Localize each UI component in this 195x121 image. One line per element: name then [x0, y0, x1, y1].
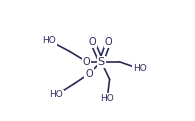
Text: O: O: [85, 69, 93, 79]
Text: S: S: [98, 57, 105, 67]
Text: O: O: [89, 37, 97, 47]
Text: O: O: [105, 37, 112, 47]
Text: O: O: [83, 57, 90, 67]
Text: HO: HO: [50, 91, 63, 99]
Text: HO: HO: [133, 64, 147, 73]
Text: HO: HO: [100, 94, 114, 103]
Text: HO: HO: [42, 36, 56, 45]
